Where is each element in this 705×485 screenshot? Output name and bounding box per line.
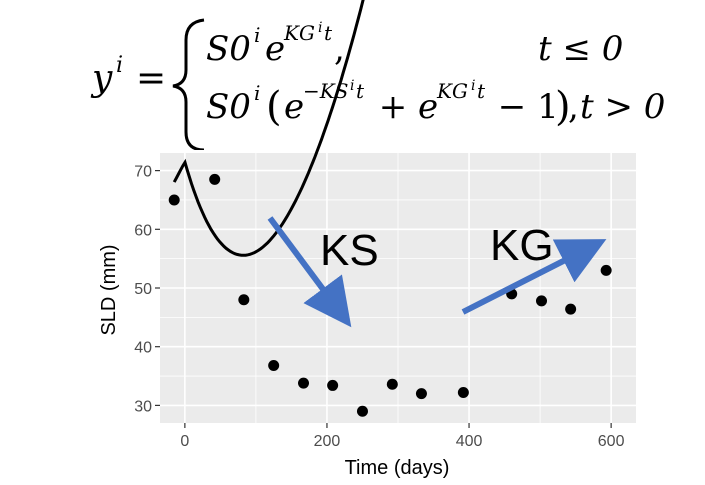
data-point bbox=[168, 194, 180, 206]
data-point bbox=[327, 379, 339, 391]
x-axis-title: Time (days) bbox=[345, 457, 450, 479]
formula-lhs-sup: i bbox=[116, 53, 123, 78]
formula-case2-plus: + bbox=[368, 87, 418, 127]
formula-case1-e-sup-i: i bbox=[318, 20, 322, 36]
y-tick-label: 40 bbox=[134, 340, 152, 357]
data-point bbox=[238, 294, 250, 306]
axis-ticks bbox=[155, 170, 612, 428]
y-tick-label: 70 bbox=[134, 164, 152, 181]
formula-case2-e2: e bbox=[418, 87, 438, 127]
x-tick-label: 400 bbox=[456, 433, 483, 450]
data-point bbox=[536, 295, 548, 307]
formula-case1-cond: t ≤ 0 bbox=[538, 29, 623, 69]
y-tick-label: 60 bbox=[134, 222, 152, 239]
formula-case1-e-sup: KG bbox=[283, 21, 315, 45]
formula-case2-e1-sup-i: i bbox=[350, 78, 354, 94]
fit-curve bbox=[172, 0, 365, 257]
formula-case2-e1: e bbox=[284, 87, 304, 127]
data-point bbox=[386, 378, 398, 390]
data-point bbox=[268, 359, 280, 371]
data-point bbox=[209, 173, 221, 185]
formula-equals: = bbox=[136, 58, 166, 99]
formula-case2-e2-sup: KG bbox=[436, 79, 468, 103]
x-tick-label: 0 bbox=[180, 433, 189, 450]
x-tick-label: 600 bbox=[598, 433, 625, 450]
kg-annotation: KG bbox=[490, 221, 554, 270]
formula-case2-s0-sup: i bbox=[254, 81, 260, 105]
formula-case1-s0: S0 bbox=[206, 29, 251, 69]
formula-case2-e1-sup-t: t bbox=[356, 79, 365, 103]
y-tick-label: 30 bbox=[134, 398, 152, 415]
formula-case2-comma: , bbox=[568, 87, 579, 127]
data-point bbox=[600, 264, 612, 276]
data-point bbox=[298, 377, 310, 389]
formula-case1-s0-sup: i bbox=[254, 23, 260, 47]
y-axis-title: SLD (mm) bbox=[98, 244, 120, 335]
formula-case2-s0: S0 bbox=[206, 87, 251, 127]
ks-annotation: KS bbox=[320, 226, 379, 275]
data-point bbox=[415, 388, 427, 400]
ks-arrow bbox=[267, 216, 352, 328]
formula-case1-comma: , bbox=[334, 29, 345, 69]
formula-case2-minus1: − 1 bbox=[487, 87, 559, 127]
formula-case2-cond: t > 0 bbox=[580, 87, 665, 127]
x-tick-label: 200 bbox=[314, 433, 341, 450]
formula-lhs: y bbox=[90, 58, 113, 99]
formula-case2-rparen: ) bbox=[555, 84, 571, 130]
formula-case2-e2-sup-t: t bbox=[477, 79, 486, 103]
data-point bbox=[565, 303, 577, 315]
formula-case2-e2-sup-i: i bbox=[471, 78, 475, 94]
y-tick-label: 50 bbox=[134, 281, 152, 298]
kg-arrow bbox=[461, 239, 607, 315]
formula-case1-e-sup-t: t bbox=[324, 21, 333, 45]
model-formula: y i = S0 i e KG i t , t ≤ 0 S0 i ( e −KS… bbox=[90, 18, 665, 150]
data-point bbox=[457, 386, 469, 398]
data-point bbox=[356, 405, 368, 417]
tick-labels: 0 200 400 600 30 40 50 60 70 bbox=[134, 164, 624, 450]
formula-case2-lparen: ( bbox=[266, 84, 282, 130]
formula-case1-e: e bbox=[265, 29, 285, 69]
formula-brace bbox=[172, 18, 205, 150]
